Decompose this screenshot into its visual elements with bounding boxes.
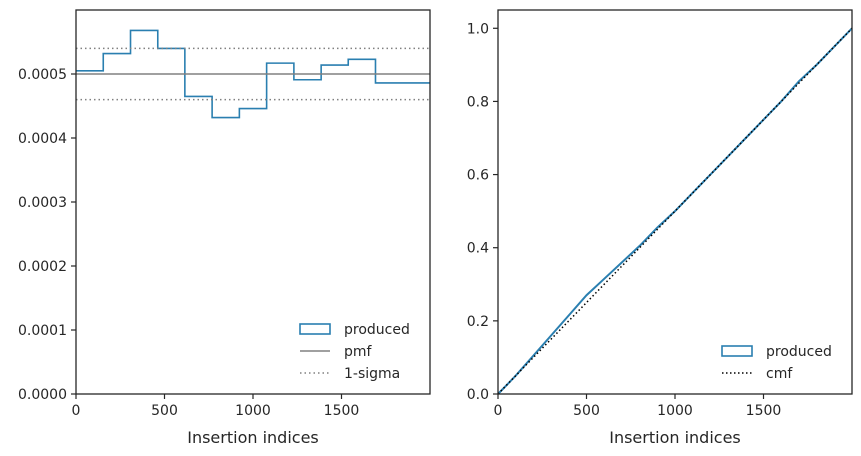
y-tick-label: 0.0001 bbox=[18, 323, 67, 339]
produced-line bbox=[497, 27, 853, 395]
x-tick-label: 1500 bbox=[324, 403, 360, 419]
series-1-sigma bbox=[76, 47, 430, 101]
x-tick-label: 1000 bbox=[235, 403, 271, 419]
y-tick-label: 0.0005 bbox=[18, 67, 67, 83]
x-tick-label: 1000 bbox=[657, 403, 693, 419]
y-tick-label: 0.4 bbox=[467, 241, 489, 257]
y-tick-label: 0.0004 bbox=[18, 131, 67, 147]
y-tick-label: 0.6 bbox=[467, 168, 489, 184]
y-tick-label: 0.8 bbox=[467, 94, 489, 110]
histogram-step-line bbox=[76, 29, 430, 119]
legend-produced-swatch bbox=[721, 345, 753, 357]
legend-label: pmf bbox=[344, 344, 373, 360]
y-tick-label: 1.0 bbox=[467, 21, 489, 37]
y-tick-label: 0.2 bbox=[467, 314, 489, 330]
series-produced bbox=[497, 27, 853, 395]
series-cmf bbox=[497, 27, 853, 395]
x-tick-label: 500 bbox=[151, 403, 178, 419]
y-tick-label: 0.0000 bbox=[18, 387, 67, 403]
legend-label: produced bbox=[766, 344, 832, 360]
legend-label: cmf bbox=[766, 366, 793, 382]
legend: produced pmf 1-sigma bbox=[299, 322, 410, 382]
x-tick-label: 0 bbox=[72, 403, 81, 419]
legend-label: produced bbox=[344, 322, 410, 338]
x-axis-label: Insertion indices bbox=[609, 428, 741, 447]
legend: produced cmf bbox=[721, 344, 832, 382]
y-tick-label: 0.0002 bbox=[18, 259, 67, 275]
x-tick-label: 1500 bbox=[746, 403, 782, 419]
histogram-chart: 0 500 1000 1500 0.0000 0.0001 0.0002 0.0003 0.00… bbox=[18, 9, 431, 447]
cmf-line bbox=[497, 27, 853, 395]
cumulative-chart: 0 500 1000 1500 0.0 0.2 0.4 0.6 0.8 1.0 Insertion … bbox=[467, 9, 853, 447]
y-tick-label: 0.0003 bbox=[18, 195, 67, 211]
y-tick-label: 0.0 bbox=[467, 387, 489, 403]
x-tick-label: 500 bbox=[573, 403, 600, 419]
legend-label: 1-sigma bbox=[344, 366, 400, 382]
x-tick-label: 0 bbox=[494, 403, 503, 419]
x-axis-label: Insertion indices bbox=[187, 428, 319, 447]
legend-produced-swatch bbox=[299, 323, 331, 335]
series-produced bbox=[76, 29, 430, 119]
